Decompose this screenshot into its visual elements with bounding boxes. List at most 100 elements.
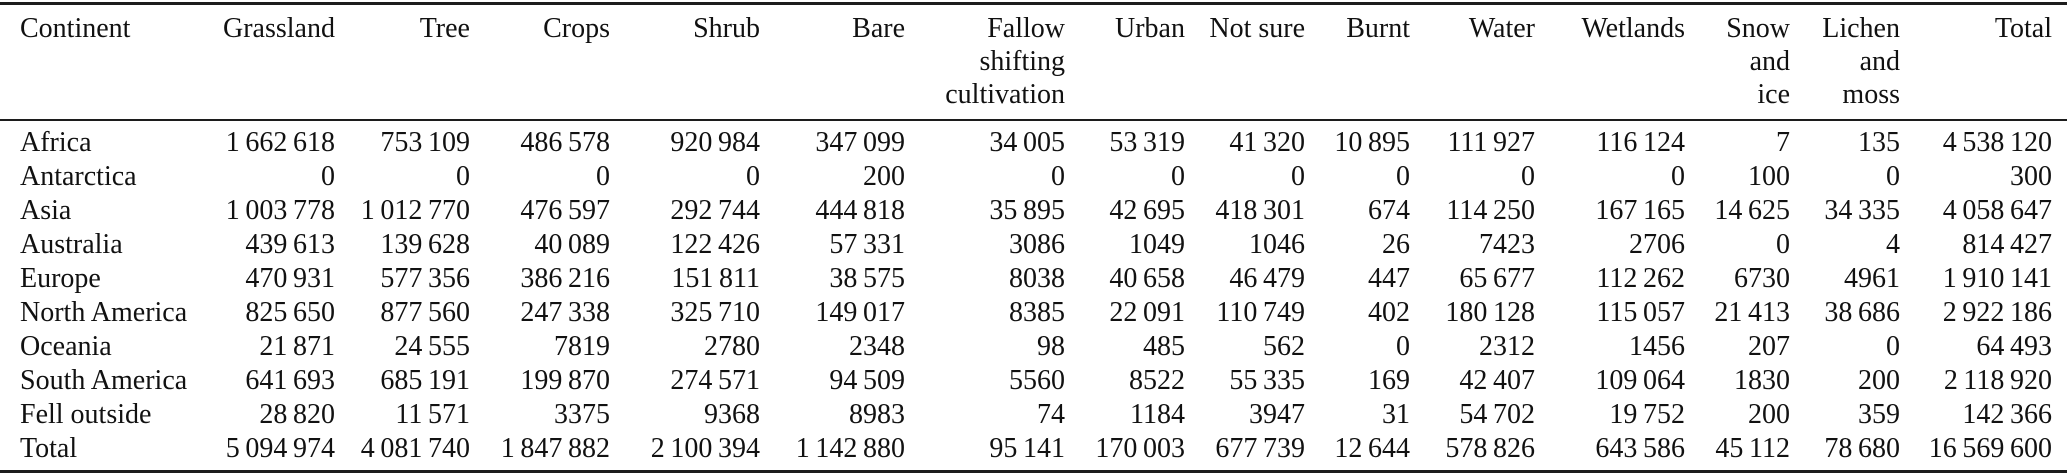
value-cell: 11 571 <box>395 399 470 430</box>
continent-cell: Antarctica <box>20 161 137 192</box>
value-cell: 16 569 600 <box>1928 433 2052 464</box>
value-cell: 1 142 880 <box>795 433 905 464</box>
value-cell: 38 575 <box>829 263 905 294</box>
value-cell: 325 710 <box>670 297 760 328</box>
value-cell: 180 128 <box>1445 297 1535 328</box>
value-cell: 0 <box>1776 229 1790 260</box>
value-cell: 3375 <box>554 399 610 430</box>
value-cell: 1830 <box>1734 365 1790 396</box>
value-cell: 42 695 <box>1109 195 1185 226</box>
value-cell: 115 057 <box>1596 297 1685 328</box>
value-cell: 12 644 <box>1334 433 1410 464</box>
continent-cell: Fell outside <box>20 399 152 430</box>
value-cell: 418 301 <box>1215 195 1305 226</box>
value-cell: 98 <box>1037 331 1065 362</box>
value-cell: 877 560 <box>380 297 470 328</box>
value-cell: 8983 <box>849 399 905 430</box>
column-header-grassland: Grassland <box>223 13 335 44</box>
column-header-lichen-and-moss: Lichen and moss <box>1822 13 1900 110</box>
value-cell: 1456 <box>1629 331 1685 362</box>
value-cell: 4961 <box>1844 263 1900 294</box>
value-cell: 0 <box>1521 161 1535 192</box>
value-cell: 42 407 <box>1459 365 1535 396</box>
value-cell: 139 628 <box>380 229 470 260</box>
value-cell: 0 <box>1171 161 1185 192</box>
value-cell: 444 818 <box>815 195 905 226</box>
value-cell: 109 064 <box>1595 365 1685 396</box>
value-cell: 200 <box>863 161 905 192</box>
column-header-total: Total <box>1994 13 2052 44</box>
value-cell: 1 662 618 <box>225 127 335 158</box>
continent-cell: Asia <box>20 195 72 226</box>
value-cell: 114 250 <box>1446 195 1535 226</box>
value-cell: 21 871 <box>259 331 335 362</box>
value-cell: 35 895 <box>989 195 1065 226</box>
value-cell: 7819 <box>554 331 610 362</box>
value-cell: 34 335 <box>1824 195 1900 226</box>
table-row: Oceania 21 871 24 555 7819 2780 2348 98 485 562 0… <box>0 330 2067 364</box>
value-cell: 10 895 <box>1334 127 1410 158</box>
value-cell: 78 680 <box>1824 433 1900 464</box>
value-cell: 0 <box>1886 161 1900 192</box>
value-cell: 470 931 <box>245 263 335 294</box>
value-cell: 19 752 <box>1609 399 1685 430</box>
continent-cell: North America <box>20 297 188 328</box>
value-cell: 40 658 <box>1109 263 1185 294</box>
value-cell: 0 <box>1671 161 1685 192</box>
value-cell: 4 <box>1886 229 1900 260</box>
value-cell: 685 191 <box>380 365 470 396</box>
value-cell: 8522 <box>1129 365 1185 396</box>
value-cell: 31 <box>1382 399 1410 430</box>
table-row: Europe 470 931 577 356 386 216 151 811 38 575… <box>0 262 2067 296</box>
value-cell: 1184 <box>1130 399 1185 430</box>
continent-cell: Total <box>20 433 78 464</box>
value-cell: 2780 <box>704 331 760 362</box>
value-cell: 74 <box>1037 399 1065 430</box>
value-cell: 0 <box>1396 331 1410 362</box>
value-cell: 825 650 <box>245 297 335 328</box>
value-cell: 2 118 920 <box>1943 365 2052 396</box>
value-cell: 55 335 <box>1229 365 1305 396</box>
column-header-water: Water <box>1468 13 1535 44</box>
value-cell: 300 <box>2010 161 2052 192</box>
column-header-wetlands: Wetlands <box>1581 13 1686 44</box>
value-cell: 562 <box>1263 331 1305 362</box>
value-cell: 14 625 <box>1714 195 1790 226</box>
value-cell: 402 <box>1368 297 1410 328</box>
value-cell: 0 <box>746 161 760 192</box>
column-header-fallow-shifting-cultivation: Fallow shifting cultivation <box>945 13 1065 110</box>
value-cell: 1 910 141 <box>1942 263 2052 294</box>
table-row: South America 641 693 685 191 199 870 274 57… <box>0 364 2067 398</box>
value-cell: 95 141 <box>989 433 1065 464</box>
table-row: Asia 1 003 778 1 012 770 476 597 292 744 444 … <box>0 194 2067 228</box>
column-header-shrub: Shrub <box>693 13 760 44</box>
value-cell: 4 538 120 <box>1942 127 2052 158</box>
column-header-crops: Crops <box>543 13 610 44</box>
value-cell: 94 509 <box>829 365 905 396</box>
value-cell: 274 571 <box>670 365 760 396</box>
value-cell: 22 091 <box>1109 297 1185 328</box>
value-cell: 4 058 647 <box>1942 195 2052 226</box>
value-cell: 643 586 <box>1595 433 1685 464</box>
value-cell: 46 479 <box>1229 263 1305 294</box>
value-cell: 135 <box>1858 127 1900 158</box>
value-cell: 641 693 <box>245 365 335 396</box>
value-cell: 41 320 <box>1229 127 1305 158</box>
value-cell: 5 094 974 <box>225 433 335 464</box>
value-cell: 920 984 <box>670 127 760 158</box>
value-cell: 34 005 <box>989 127 1065 158</box>
column-header-not-sure: Not sure <box>1209 13 1305 44</box>
value-cell: 122 426 <box>670 229 760 260</box>
value-cell: 9368 <box>704 399 760 430</box>
value-cell: 112 262 <box>1596 263 1685 294</box>
table-row: Africa 1 662 618 753 109 486 578 920 984 347 … <box>0 120 2067 160</box>
value-cell: 45 112 <box>1715 433 1790 464</box>
value-cell: 200 <box>1858 365 1900 396</box>
table-body: Africa 1 662 618 753 109 486 578 920 984 347 … <box>0 120 2067 472</box>
value-cell: 359 <box>1858 399 1900 430</box>
value-cell: 1 847 882 <box>500 433 610 464</box>
value-cell: 2312 <box>1479 331 1535 362</box>
value-cell: 116 124 <box>1596 127 1685 158</box>
value-cell: 8038 <box>1009 263 1065 294</box>
